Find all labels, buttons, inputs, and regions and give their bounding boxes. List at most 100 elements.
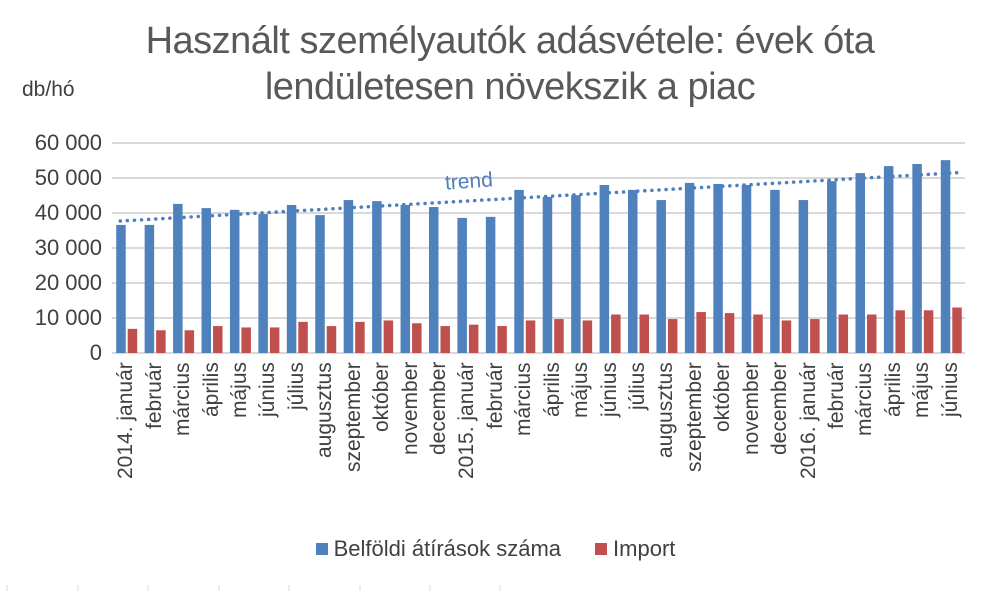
trendline (118, 171, 959, 223)
bar (798, 200, 809, 353)
bar (770, 189, 780, 353)
bar (213, 326, 223, 353)
bar (457, 217, 467, 353)
bar (741, 185, 752, 353)
bar (514, 189, 524, 353)
bar (667, 319, 678, 353)
bar (144, 224, 155, 353)
x-tick-label: október (370, 361, 394, 432)
bar (315, 215, 325, 353)
x-tick-label: július (284, 362, 308, 410)
bar (201, 208, 212, 353)
y-tick-label: 50 000 (34, 165, 102, 190)
bar (269, 327, 280, 353)
bar (241, 327, 251, 353)
bar (116, 224, 126, 353)
x-tick-label: június (256, 362, 280, 417)
x-tick-label: április (199, 362, 223, 417)
bar (923, 310, 934, 353)
trendline-label: trend (444, 168, 494, 195)
x-tick-label: május (569, 361, 593, 418)
x-tick-label: december (768, 361, 792, 455)
legend: Belföldi átírások száma Import (0, 536, 991, 562)
bar (827, 181, 837, 353)
y-tick-label: 60 000 (34, 130, 102, 155)
y-tick-label: 30 000 (34, 235, 102, 260)
bar (372, 201, 382, 353)
legend-label: Belföldi átírások száma (333, 536, 562, 561)
chart-title: Használt személyautók adásvétele: évek ó… (95, 18, 925, 110)
bar (696, 312, 706, 353)
x-tick-label: szeptember (682, 362, 706, 472)
x-tick-label: 2014. január (114, 362, 138, 479)
x-tick-label: november (398, 361, 422, 455)
x-tick-label: február (142, 362, 166, 429)
bar (838, 314, 849, 353)
bar (343, 200, 354, 353)
bar (554, 319, 564, 353)
x-tick-label: augusztus (654, 362, 678, 458)
bar (599, 185, 610, 353)
bar (440, 326, 450, 353)
x-tick-label: 2015. január (455, 362, 479, 479)
bottom-tick-marks (6, 585, 501, 591)
x-tick-label: szeptember (341, 362, 365, 472)
bar (286, 204, 297, 353)
bar (684, 182, 695, 353)
bar (326, 326, 337, 353)
bar (656, 200, 666, 353)
legend-item-import: Import (595, 536, 675, 562)
legend-swatch-blue (315, 543, 328, 555)
bar (895, 310, 905, 353)
bar (883, 166, 894, 353)
x-tick-label: június (938, 362, 962, 417)
y-tick-label: 20 000 (34, 270, 102, 295)
legend-swatch-red (595, 543, 608, 555)
bar (127, 328, 138, 353)
legend-label: Import (613, 536, 676, 561)
bar (952, 307, 962, 353)
y-axis-unit-label: db/hó (22, 78, 75, 101)
bar (611, 314, 621, 353)
bar (412, 323, 422, 353)
bar (156, 330, 166, 353)
x-tick-label: május (910, 361, 934, 418)
bar (400, 204, 411, 353)
bar (582, 320, 593, 353)
bar (355, 321, 365, 353)
x-tick-label: október (711, 361, 735, 432)
chart-title-line-1: Használt személyautók adásvétele: évek ó… (145, 20, 875, 62)
bar (866, 314, 877, 353)
x-tick-label: március (853, 362, 877, 436)
bar (753, 314, 763, 353)
x-tick-label: március (512, 362, 536, 436)
bar (810, 319, 820, 353)
x-tick-label: február (483, 362, 507, 429)
bar (724, 313, 735, 353)
bar (258, 214, 268, 353)
bar (184, 330, 195, 353)
bar (542, 196, 553, 353)
x-tick-label: december (426, 361, 450, 455)
x-tick-label: június (597, 362, 621, 417)
bar (229, 209, 240, 353)
bar (628, 189, 638, 353)
x-tick-label: február (825, 362, 849, 429)
legend-item-belfoldi: Belföldi átírások száma (315, 536, 562, 562)
bar (781, 320, 792, 353)
x-tick-label: november (739, 361, 763, 455)
x-tick-label: május (227, 361, 251, 418)
y-tick-label: 0 (89, 340, 102, 365)
bar (571, 195, 581, 353)
bar (468, 324, 479, 353)
bar (525, 320, 536, 353)
x-tick-label: 2016. január (796, 362, 820, 479)
x-tick-label: július (626, 362, 650, 410)
y-tick-label: 10 000 (34, 305, 102, 330)
bar (485, 216, 496, 353)
bar (383, 320, 394, 353)
bar (428, 207, 439, 353)
bar (713, 183, 723, 353)
bar (855, 173, 865, 353)
